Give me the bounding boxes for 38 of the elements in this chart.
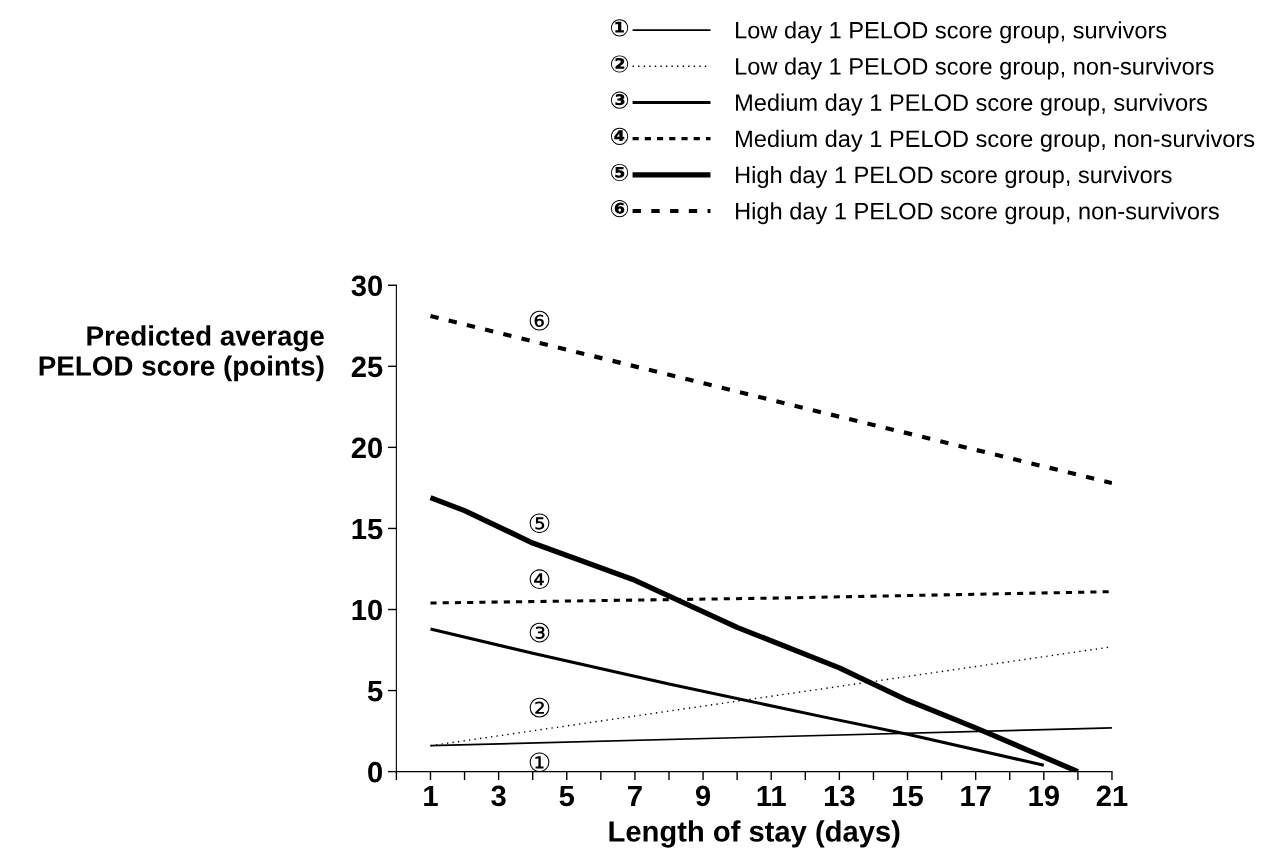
y-tick-label: 20 bbox=[351, 437, 383, 459]
legend-label: Low day 1 PELOD score group, survivors bbox=[736, 21, 1167, 44]
x-tick-label: 19 bbox=[1029, 785, 1059, 807]
x-tick-label: 7 bbox=[628, 785, 642, 806]
y-tick-label: 25 bbox=[351, 356, 383, 378]
x-tick-label: 3 bbox=[491, 785, 506, 807]
legend-label: Medium day 1 PELOD score group, survivors bbox=[736, 93, 1207, 116]
x-tick-label: 21 bbox=[1096, 785, 1128, 806]
text: ② bbox=[610, 55, 629, 73]
x-tick-label: 13 bbox=[824, 785, 855, 807]
y-tick-label: 15 bbox=[352, 518, 383, 540]
text: ③ bbox=[610, 91, 629, 109]
annotation: ⑥ bbox=[529, 310, 550, 331]
y-axis-title: Predicted average PELOD score (points) bbox=[39, 325, 324, 382]
text: ⑥ bbox=[610, 200, 629, 218]
y-tick-label: 0 bbox=[368, 761, 383, 783]
annotation: ③ bbox=[529, 622, 550, 643]
y-tick-label: 10 bbox=[352, 599, 383, 621]
annotation: ④ bbox=[529, 569, 550, 590]
legend-label: Low day 1 PELOD score group, non-survivors bbox=[736, 57, 1214, 80]
annotation: ⑤ bbox=[529, 513, 550, 534]
text: ④ bbox=[610, 127, 629, 145]
annotation: ① bbox=[529, 752, 550, 773]
annotation: ② bbox=[529, 697, 550, 718]
x-tick-label: 11 bbox=[757, 785, 786, 806]
legend-label: Medium day 1 PELOD score group, non-survivors bbox=[736, 129, 1255, 152]
y-tick-label: 30 bbox=[351, 275, 383, 297]
x-tick-label: 17 bbox=[961, 785, 991, 806]
legend-label: High day 1 PELOD score group, non-survivors bbox=[736, 202, 1219, 225]
y-tick-label: 5 bbox=[367, 681, 383, 702]
text: ⑤ bbox=[610, 163, 629, 182]
x-tick-label: 5 bbox=[559, 785, 575, 807]
x-tick-label: 9 bbox=[695, 785, 711, 807]
legend-label: High day 1 PELOD score group, survivors bbox=[736, 165, 1172, 188]
x-axis-title: Length of stay (days) bbox=[609, 820, 900, 848]
x-tick-label: 15 bbox=[893, 785, 923, 807]
x-tick-label: 1 bbox=[424, 785, 438, 806]
text: ① bbox=[610, 19, 629, 37]
